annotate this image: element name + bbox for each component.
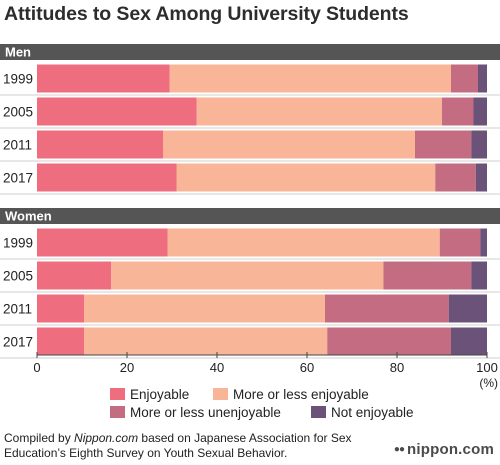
group-header-bar (0, 208, 500, 224)
x-tick-label: 100 (476, 360, 498, 375)
bar-segment-more-or-less-unenjoyable (451, 64, 478, 93)
bar-segment-enjoyable (37, 163, 177, 192)
row-year-label: 2017 (3, 335, 33, 350)
x-tick-label: 20 (120, 360, 134, 375)
bar-segment-more-or-less-enjoyable (167, 228, 440, 257)
bar-segment-not-enjoyable (451, 327, 487, 356)
row-year-label: 2005 (3, 269, 33, 284)
bar-segment-more-or-less-enjoyable (84, 327, 328, 356)
legend-swatch (110, 406, 125, 418)
bar-segment-more-or-less-enjoyable (169, 64, 451, 93)
x-tick-label: 0 (33, 360, 40, 375)
row-year-label: 1999 (3, 72, 33, 87)
legend-item-enjoyable: Enjoyable (110, 387, 189, 402)
bar-segment-more-or-less-enjoyable (163, 130, 415, 159)
bar-segment-not-enjoyable (448, 294, 487, 323)
bar-segment-enjoyable (37, 327, 85, 356)
legend-label: More or less enjoyable (233, 387, 369, 402)
legend-item-more-or-less-enjoyable: More or less enjoyable (213, 387, 369, 402)
bar-segment-not-enjoyable (478, 64, 487, 93)
bar-segment-enjoyable (37, 64, 170, 93)
legend-label: Enjoyable (130, 387, 190, 402)
bar-segment-more-or-less-unenjoyable (442, 97, 474, 126)
legend-label: Not enjoyable (331, 405, 414, 420)
legend-swatch (110, 388, 125, 400)
bar-segment-not-enjoyable (475, 163, 487, 192)
x-tick-label: 40 (210, 360, 224, 375)
nippon-logo: ●● nippon.com (394, 441, 494, 458)
group-header-label: Women (5, 209, 52, 224)
bar-segment-enjoyable (37, 130, 163, 159)
bar-segment-enjoyable (37, 294, 85, 323)
logo-text: nippon.com (407, 441, 494, 458)
bar-segment-enjoyable (37, 228, 168, 257)
bar-segment-not-enjoyable (471, 130, 487, 159)
legend-label: More or less unenjoyable (130, 405, 281, 420)
group-header-label: Men (5, 45, 31, 60)
source-note: Compiled by Nippon.com based on Japanese… (4, 431, 394, 461)
bar-segment-more-or-less-unenjoyable (439, 228, 481, 257)
bar-segment-more-or-less-unenjoyable (415, 130, 472, 159)
bar-segment-more-or-less-unenjoyable (325, 294, 449, 323)
row-year-label: 2011 (3, 138, 32, 153)
source-note-suffix: based on Japanese Association for Sex Ed… (4, 431, 352, 460)
legend-item-not-enjoyable: Not enjoyable (311, 405, 414, 420)
bar-segment-not-enjoyable (480, 228, 487, 257)
bar-segment-enjoyable (37, 261, 112, 290)
group-header-bar (0, 44, 500, 60)
bar-segment-more-or-less-enjoyable (196, 97, 442, 126)
bar-segment-more-or-less-unenjoyable (327, 327, 451, 356)
row-year-label: 2011 (3, 302, 32, 317)
legend-swatch (213, 388, 228, 400)
legend-item-more-or-less-unenjoyable: More or less unenjoyable (110, 405, 281, 420)
source-note-prefix: Compiled by (4, 431, 75, 445)
bar-segment-more-or-less-unenjoyable (383, 261, 472, 290)
x-tick-label: 80 (390, 360, 404, 375)
bar-segment-more-or-less-enjoyable (176, 163, 436, 192)
row-year-label: 2017 (3, 171, 33, 186)
row-year-label: 1999 (3, 236, 33, 251)
source-note-site: Nippon.com (74, 431, 139, 445)
bar-segment-not-enjoyable (471, 261, 487, 290)
logo-mark-icon: ●● (393, 444, 405, 455)
bar-segment-enjoyable (37, 97, 197, 126)
bar-segment-more-or-less-unenjoyable (435, 163, 476, 192)
bar-segment-not-enjoyable (473, 97, 487, 126)
stacked-bar-chart: Men 1999 2005 2011 2017 Women 1999 2005 2011 2017… (0, 44, 500, 390)
x-tick-label: 60 (300, 360, 314, 375)
x-axis-unit: (%) (479, 376, 498, 390)
bar-segment-more-or-less-enjoyable (111, 261, 384, 290)
legend-swatch (311, 406, 326, 418)
bar-segment-more-or-less-enjoyable (84, 294, 325, 323)
chart-title: Attitudes to Sex Among University Studen… (4, 3, 409, 25)
row-year-label: 2005 (3, 105, 33, 120)
